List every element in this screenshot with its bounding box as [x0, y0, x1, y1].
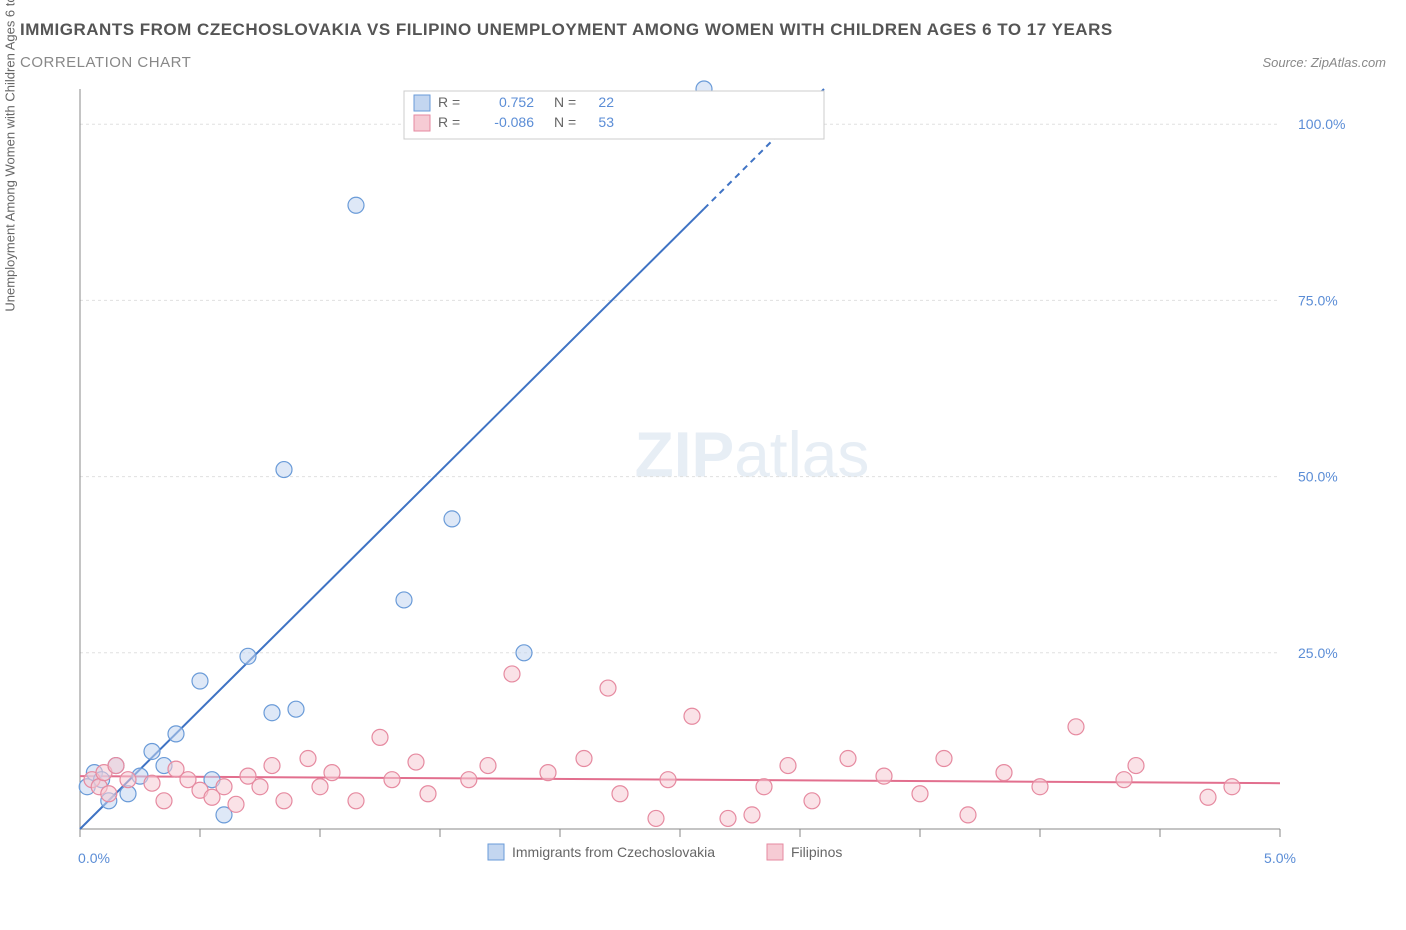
scatter-point [240, 648, 256, 664]
scatter-point [504, 666, 520, 682]
scatter-point [720, 810, 736, 826]
scatter-point [396, 592, 412, 608]
stats-legend-box [404, 91, 824, 139]
scatter-point [420, 786, 436, 802]
scatter-point [540, 765, 556, 781]
legend-stat-n-value: 53 [598, 114, 614, 130]
scatter-point [1224, 779, 1240, 795]
chart-wrap: Unemployment Among Women with Children A… [20, 79, 1386, 899]
scatter-point [168, 726, 184, 742]
scatter-point [660, 772, 676, 788]
legend-stat-r-value: -0.086 [494, 114, 534, 130]
scatter-point [108, 758, 124, 774]
legend-swatch [414, 95, 430, 111]
scatter-point [876, 768, 892, 784]
legend-stat-n-label: N = [554, 94, 576, 110]
scatter-point [960, 807, 976, 823]
scatter-point [288, 701, 304, 717]
scatter-point [324, 765, 340, 781]
y-tick-label: 100.0% [1298, 116, 1345, 132]
scatter-point [996, 765, 1012, 781]
scatter-point [756, 779, 772, 795]
legend-stat-n-label: N = [554, 114, 576, 130]
scatter-point [1032, 779, 1048, 795]
scatter-point [372, 729, 388, 745]
scatter-point [228, 796, 244, 812]
chart-title: IMMIGRANTS FROM CZECHOSLOVAKIA VS FILIPI… [20, 20, 1386, 40]
title-block: IMMIGRANTS FROM CZECHOSLOVAKIA VS FILIPI… [20, 20, 1386, 71]
legend-label: Immigrants from Czechoslovakia [512, 844, 715, 860]
scatter-point [780, 758, 796, 774]
x-tick-label: 5.0% [1264, 850, 1296, 866]
y-tick-label: 50.0% [1298, 469, 1338, 485]
scatter-point [144, 775, 160, 791]
scatter-point [276, 793, 292, 809]
scatter-point [684, 708, 700, 724]
scatter-point [252, 779, 268, 795]
scatter-point [101, 786, 117, 802]
scatter-point [744, 807, 760, 823]
scatter-point [480, 758, 496, 774]
scatter-point [1116, 772, 1132, 788]
scatter-point [216, 779, 232, 795]
y-tick-label: 75.0% [1298, 292, 1338, 308]
scatter-point [120, 772, 136, 788]
scatter-chart: ZIPatlas 25.0% 50.0% 75.0% 100.0% 0.0% 5.0% R =… [60, 79, 1386, 899]
watermark: ZIPatlas [635, 419, 870, 491]
scatter-point [840, 751, 856, 767]
y-axis-label: Unemployment Among Women with Children A… [3, 0, 18, 312]
chart-container: IMMIGRANTS FROM CZECHOSLOVAKIA VS FILIPI… [20, 20, 1386, 899]
scatter-point [144, 743, 160, 759]
scatter-point [348, 197, 364, 213]
legend-swatch [414, 115, 430, 131]
legend-label: Filipinos [791, 844, 842, 860]
y-tick-label: 25.0% [1298, 645, 1338, 661]
scatter-point [912, 786, 928, 802]
scatter-point [192, 673, 208, 689]
scatter-point [600, 680, 616, 696]
scatter-point [444, 511, 460, 527]
scatter-point [348, 793, 364, 809]
source-label: Source: ZipAtlas.com [1262, 55, 1386, 70]
legend-stat-r-label: R = [438, 114, 460, 130]
scatter-point [156, 793, 172, 809]
scatter-point [648, 810, 664, 826]
scatter-point [576, 751, 592, 767]
scatter-point [516, 645, 532, 661]
chart-subtitle: CORRELATION CHART [20, 54, 191, 71]
legend-swatch [767, 844, 783, 860]
scatter-point [300, 751, 316, 767]
legend-stat-r-value: 0.752 [499, 94, 534, 110]
legend-stat-r-label: R = [438, 94, 460, 110]
subtitle-row: CORRELATION CHART Source: ZipAtlas.com [20, 54, 1386, 71]
scatter-point [1128, 758, 1144, 774]
scatter-point [408, 754, 424, 770]
scatter-point [1068, 719, 1084, 735]
legend-swatch [488, 844, 504, 860]
scatter-point [264, 705, 280, 721]
scatter-point [384, 772, 400, 788]
scatter-point [264, 758, 280, 774]
scatter-point [276, 462, 292, 478]
scatter-point [612, 786, 628, 802]
legend-stat-n-value: 22 [598, 94, 614, 110]
scatter-point [461, 772, 477, 788]
scatter-point [936, 751, 952, 767]
scatter-point [312, 779, 328, 795]
x-tick-label: 0.0% [78, 850, 110, 866]
scatter-point [804, 793, 820, 809]
scatter-point [1200, 789, 1216, 805]
